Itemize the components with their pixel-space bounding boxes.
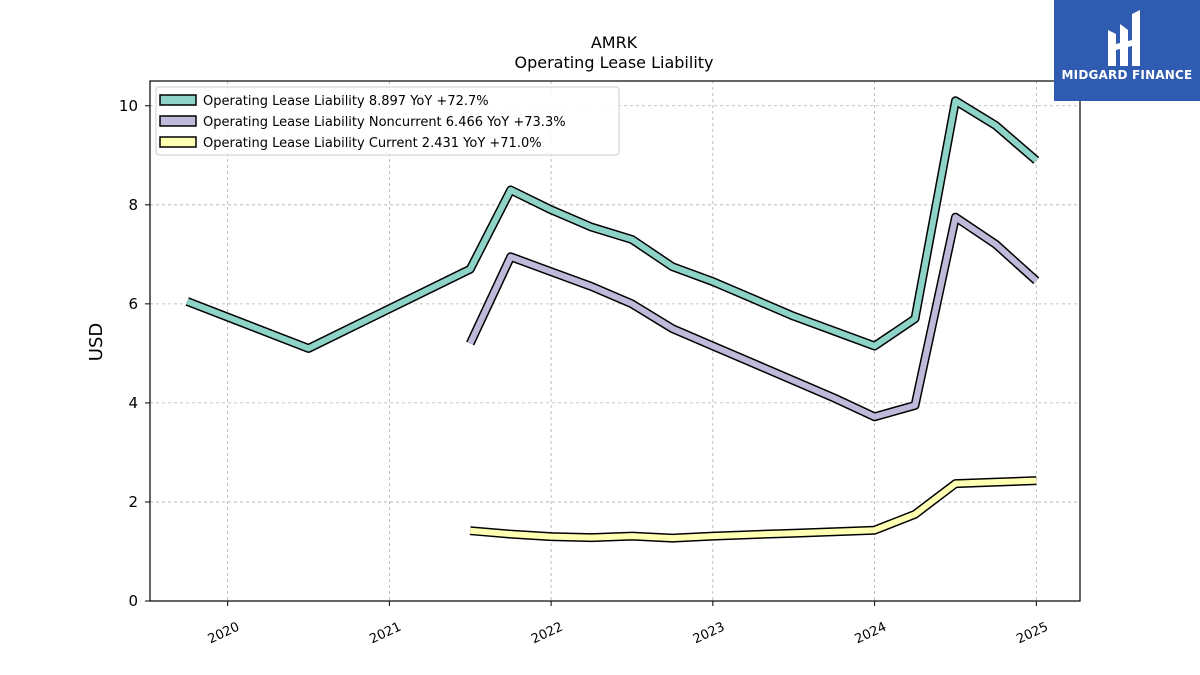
- series-line: [467, 214, 1039, 420]
- brand-logo: MIDGARD FINANCE: [1054, 0, 1200, 101]
- legend-swatch: [159, 94, 197, 106]
- y-tick-label: 2: [128, 493, 138, 511]
- y-tick-label: 4: [128, 394, 138, 412]
- series-line: [469, 477, 1037, 542]
- y-axis: 0 2 4 6 8 10: [119, 97, 150, 610]
- logo-mark-icon: [1108, 10, 1140, 66]
- legend-box: [155, 86, 620, 156]
- series-line: [186, 97, 1039, 352]
- axes-frame: [149, 80, 1081, 602]
- series-layer: [185, 96, 1040, 543]
- x-tick-label: 2025: [1014, 620, 1050, 648]
- series-operating-lease-liability: [185, 96, 1040, 353]
- x-tick-label: 2022: [529, 620, 565, 648]
- y-tick-label: 0: [128, 592, 138, 610]
- x-tick-label: 2021: [367, 620, 403, 648]
- x-tick-label: 2024: [853, 620, 889, 648]
- y-tick-label: 10: [119, 97, 138, 115]
- chart-subtitle: Operating Lease Liability: [514, 53, 713, 72]
- legend-swatch: [159, 115, 197, 127]
- series-operating-lease-liability-current: [469, 476, 1037, 543]
- chart-title: AMRK: [591, 33, 638, 52]
- x-axis: 2020 2021 2022 2023 2024 2025: [206, 601, 1051, 647]
- x-tick-label: 2020: [206, 620, 242, 648]
- y-axis-label: USD: [86, 323, 107, 361]
- legend-swatch: [159, 136, 197, 148]
- x-tick-label: 2023: [691, 620, 727, 648]
- y-tick-label: 6: [128, 295, 138, 313]
- y-tick-label: 8: [128, 196, 138, 214]
- legend-entry: Operating Lease Liability Current 2.431 …: [203, 136, 542, 151]
- logo-text: MIDGARD FINANCE: [1061, 68, 1193, 82]
- legend-entry: Operating Lease Liability Noncurrent 6.4…: [203, 115, 566, 130]
- legend: Operating Lease Liability 8.897 YoY +72.…: [155, 86, 620, 156]
- series-operating-lease-liability-noncurrent: [466, 212, 1040, 422]
- legend-entry: Operating Lease Liability 8.897 YoY +72.…: [203, 94, 489, 109]
